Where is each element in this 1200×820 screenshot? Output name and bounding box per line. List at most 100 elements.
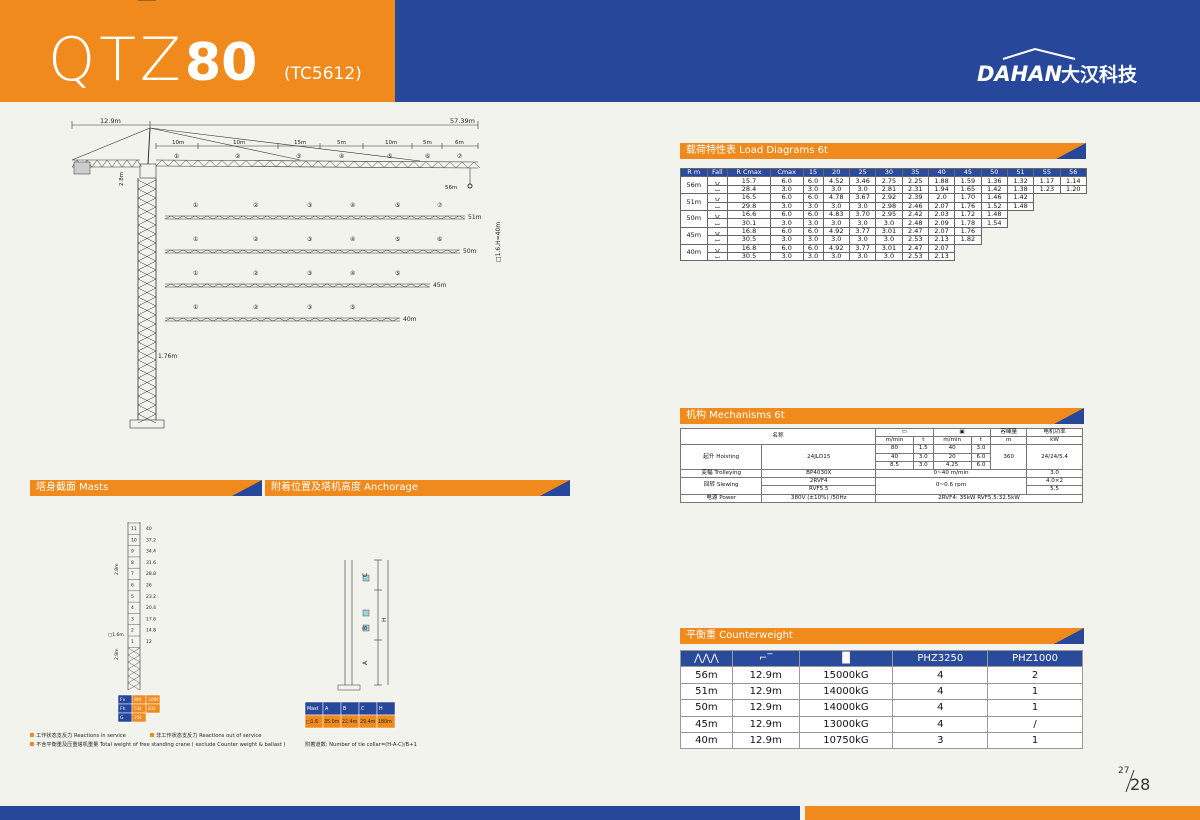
label: ⑤	[387, 153, 392, 160]
cell: 14000kG	[798, 699, 894, 717]
label: 12.9m	[100, 117, 121, 125]
truss	[164, 249, 460, 254]
cell: m/min	[932, 436, 972, 446]
model-text: QTZ	[48, 25, 185, 95]
label: 15m	[294, 140, 306, 146]
label: ⑦	[457, 153, 463, 160]
line	[137, 377, 157, 388]
cab	[139, 163, 157, 179]
header-cell: 56	[1059, 167, 1088, 178]
cell: 6.0	[769, 193, 804, 203]
cell: 16.6	[727, 209, 771, 220]
cell: 51m	[680, 682, 733, 701]
label: 28.8	[146, 571, 156, 577]
label: 附着道数: Number of tie collar=(H-A-C)/B+1	[305, 740, 417, 748]
label: H	[379, 706, 383, 712]
collar	[362, 574, 370, 582]
label: 9	[131, 549, 134, 555]
empty	[955, 244, 981, 252]
label: 83t	[148, 706, 156, 712]
tr: 起升 Hoisting 24JLD15 80 1.5 40 3.0 360 24/24/5.4	[679, 444, 1083, 470]
label: 25t	[134, 715, 142, 721]
cell: 4.0×2	[1026, 477, 1083, 487]
line	[137, 206, 157, 217]
line	[127, 661, 141, 670]
label: ⑥	[425, 153, 430, 160]
header-cell: 35	[901, 167, 929, 178]
cell: 30.1	[727, 218, 771, 228]
cell: 4	[892, 682, 989, 701]
cell: 2.03	[927, 209, 956, 220]
row: ⌴ 30.1 3.0 3.0 3.0 3.0 3.0 2.48 2.09 1.78 1.54	[681, 218, 1087, 228]
line	[137, 314, 157, 325]
empty	[1034, 202, 1060, 210]
label: 3	[131, 616, 134, 622]
section-load: 载荷特性表 Load Diagrams 6t	[680, 143, 1086, 159]
line	[155, 165, 479, 169]
label: 109t	[148, 697, 159, 703]
cell: 12.9m	[731, 682, 800, 701]
header-right	[395, 0, 1200, 102]
cell: 5.5	[1026, 485, 1083, 495]
cell: ▣	[932, 427, 992, 438]
cell: 1	[987, 699, 1083, 717]
anchor-base	[337, 684, 361, 691]
label: ④	[350, 236, 355, 243]
cell: 3.0	[848, 235, 877, 245]
load-table: R m Fall R Cmax Cmax 15 20 25 30 35 40 45 50 51 55 56 5…	[680, 167, 1088, 262]
cell: 容绳量	[990, 427, 1028, 438]
header-cell: PHZ1000	[987, 649, 1083, 668]
cell: t	[912, 436, 934, 446]
empty	[1034, 210, 1060, 218]
model: QTZ80	[48, 28, 257, 95]
label: 80t	[134, 697, 142, 703]
label: 56m	[445, 185, 457, 191]
label: 20.4	[146, 605, 156, 611]
tr: 名称 ▭ ▣ 容绳量 电机功率	[679, 427, 1083, 446]
tr: 回转 Slewing 2RVF4 0~0.6 rpm 4.0×2	[679, 477, 1083, 495]
icon: ⋀⋀⋀	[680, 649, 733, 668]
line	[137, 188, 157, 199]
cell: 4.83	[822, 209, 850, 220]
empty	[1007, 227, 1033, 235]
empty	[1060, 227, 1086, 235]
cell: 4	[892, 699, 989, 717]
cell: 45m	[680, 715, 733, 733]
truss	[155, 159, 481, 169]
legend-key	[150, 733, 154, 737]
cell: 30.5	[727, 251, 771, 262]
radius: 40m	[680, 243, 708, 262]
cell: 3.0	[912, 452, 934, 462]
line	[137, 323, 157, 334]
cell: 3.0	[802, 218, 824, 228]
row: 50m ⍽ 16.6 6.0 6.0 4.83 3.70 2.95 2.42 2.03 1.72 1.…	[680, 209, 1087, 228]
empty	[1034, 244, 1060, 252]
cell: 3.0	[848, 218, 877, 228]
collar	[362, 609, 370, 617]
empty	[1060, 252, 1086, 260]
mech-table: 名称 ▭ ▣ 容绳量 电机功率 m/min t m/min t m kW 起升 Hoisting 2…	[679, 427, 1083, 503]
row: 40m 12.9m 10750kG 3 1	[680, 731, 1083, 750]
cell: 电源 Power	[679, 493, 763, 503]
cell: 40	[932, 444, 972, 454]
header-cell: 50	[980, 167, 1008, 178]
brand-cn: 大汉科技	[1061, 63, 1138, 86]
cell: 2.53	[901, 235, 929, 245]
collar	[362, 624, 370, 632]
header-cell: PHZ3250	[892, 649, 989, 668]
label: 不含平衡重及压重塔机重量 Total weight of free standi…	[36, 740, 285, 748]
cell	[145, 703, 161, 714]
header-cell: 40	[927, 167, 956, 178]
header-row: ⋀⋀⋀ ⌐‾ ▐▌ PHZ3250 PHZ1000	[680, 649, 1083, 668]
label: ⑤	[395, 202, 400, 209]
label: ①	[193, 270, 198, 277]
cell: 回转 Slewing	[679, 477, 763, 495]
label: 37.2	[146, 537, 156, 543]
cell: 4.25	[932, 460, 972, 470]
cell: 1.70	[954, 193, 982, 203]
empty	[981, 236, 1007, 244]
cw-table: ⋀⋀⋀ ⌐‾ ▐▌ PHZ3250 PHZ1000 56m 12.9m 15000kG 4 2 51…	[680, 649, 1083, 750]
label: 10m	[233, 140, 245, 146]
model-num: 80	[184, 33, 258, 93]
